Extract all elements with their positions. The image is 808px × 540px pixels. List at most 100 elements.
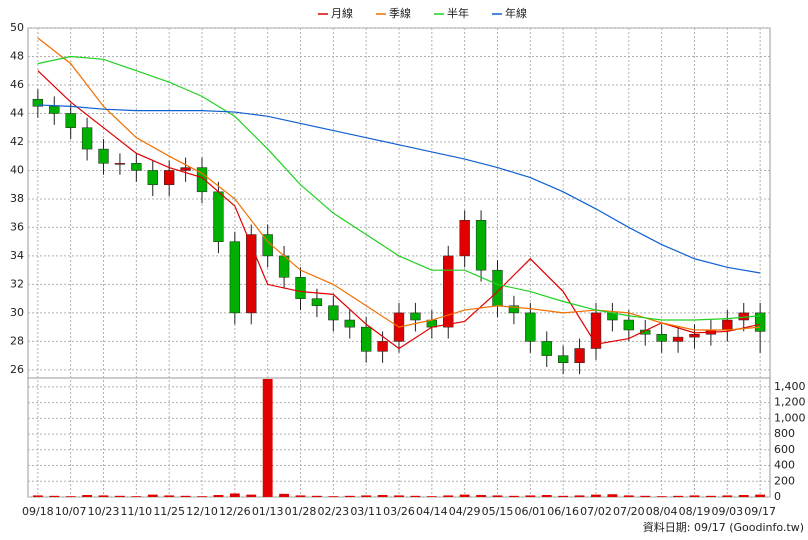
- candle-body: [180, 167, 191, 171]
- candle-body: [689, 334, 700, 338]
- candle-body: [574, 348, 585, 364]
- y-tick-label: 40: [10, 163, 24, 176]
- candle-body: [49, 106, 60, 114]
- volume-bar: [492, 495, 503, 497]
- volume-bar: [213, 495, 224, 497]
- x-tick-label: 09/03: [711, 505, 743, 518]
- y-tick-label: 38: [10, 192, 24, 205]
- y2-tick-label: 600: [774, 443, 795, 456]
- volume-bar: [574, 495, 585, 497]
- volume-bar: [65, 496, 76, 497]
- x-tick-label: 01/13: [252, 505, 284, 518]
- x-tick-label: 12/26: [219, 505, 251, 518]
- legend-label: 月線: [331, 6, 353, 20]
- y-tick-label: 34: [10, 249, 24, 262]
- volume-bar: [656, 496, 667, 497]
- candle-body: [311, 298, 323, 307]
- volume-bar: [49, 495, 60, 497]
- y-tick-label: 32: [10, 277, 24, 290]
- volume-bar: [640, 495, 651, 497]
- volume-bar: [147, 494, 158, 497]
- x-tick-label: 11/25: [153, 505, 185, 518]
- volume-bar: [689, 495, 700, 497]
- x-tick-label: 03/26: [383, 505, 415, 518]
- y-tick-label: 48: [10, 49, 24, 62]
- candle-body: [590, 312, 602, 349]
- volume-bar: [623, 495, 634, 497]
- volume-bar: [443, 495, 454, 497]
- candle-body: [377, 341, 388, 352]
- candle-body: [410, 312, 421, 321]
- candle-body: [541, 341, 552, 356]
- candle-body: [475, 220, 487, 271]
- volume-bar: [361, 495, 372, 497]
- volume-bar: [98, 495, 109, 497]
- candle-body: [344, 319, 355, 328]
- candle-body: [32, 98, 44, 107]
- volume-bar: [229, 493, 240, 497]
- legend-label: 季線: [389, 6, 411, 20]
- volume-bar: [164, 495, 175, 497]
- x-tick-label: 09/17: [744, 505, 776, 518]
- candle-body: [196, 167, 208, 193]
- volume-bar: [311, 495, 322, 497]
- x-tick-label: 10/07: [55, 505, 87, 518]
- candle-body: [525, 312, 536, 342]
- candle-body: [459, 220, 470, 257]
- volume-bar: [377, 495, 388, 497]
- candle-body: [295, 277, 306, 299]
- y2-tick-label: 200: [774, 474, 795, 487]
- volume-bar: [328, 496, 339, 497]
- y2-tick-label: 1,200: [774, 396, 806, 409]
- x-tick-label: 04/14: [416, 505, 448, 518]
- volume-bar: [32, 495, 43, 497]
- volume-bar: [131, 496, 142, 497]
- candle-body: [328, 305, 339, 321]
- candle-body: [147, 170, 158, 185]
- volume-bar: [673, 495, 683, 497]
- volume-bar: [279, 493, 290, 497]
- candle-body: [443, 255, 454, 328]
- y-tick-label: 44: [10, 106, 24, 119]
- x-tick-label: 01/28: [285, 505, 317, 518]
- candle-body: [557, 355, 569, 364]
- volume-bar: [755, 494, 766, 497]
- candle-body: [81, 127, 93, 150]
- y-tick-label: 50: [10, 21, 24, 34]
- candle-body: [656, 334, 667, 342]
- y2-tick-label: 1,000: [774, 411, 806, 424]
- volume-bar: [410, 495, 421, 497]
- candle-body: [508, 305, 520, 314]
- volume-bar: [115, 495, 125, 497]
- x-tick-label: 10/23: [88, 505, 120, 518]
- y-tick-label: 30: [10, 306, 24, 319]
- x-tick-label: 04/29: [449, 505, 481, 518]
- plot-frame: [27, 27, 771, 498]
- volume-bar: [197, 496, 207, 497]
- candle-body: [131, 163, 142, 171]
- y2-tick-label: 0: [774, 490, 781, 503]
- volume-bar: [426, 496, 437, 497]
- y2-tick-label: 1,400: [774, 380, 806, 393]
- ma-line: [37, 70, 761, 350]
- volume-bar: [82, 495, 93, 497]
- y2-tick-label: 400: [774, 459, 795, 472]
- x-tick-label: 06/16: [547, 505, 579, 518]
- volume-bar: [262, 379, 273, 497]
- volume-bar: [295, 495, 306, 497]
- volume-bar: [558, 495, 569, 497]
- volume-bar: [394, 495, 404, 497]
- x-tick-label: 05/15: [482, 505, 514, 518]
- x-tick-label: 08/04: [646, 505, 678, 518]
- x-tick-label: 09/18: [22, 505, 54, 518]
- volume-bar: [738, 495, 749, 497]
- candle-body: [213, 191, 224, 242]
- volume-bar: [525, 495, 536, 497]
- volume-bar: [591, 494, 601, 497]
- ma-line: [37, 37, 761, 331]
- y-tick-label: 42: [10, 135, 24, 148]
- y-tick-label: 36: [10, 220, 24, 233]
- volume-bar: [180, 495, 191, 497]
- candle-body: [722, 319, 733, 331]
